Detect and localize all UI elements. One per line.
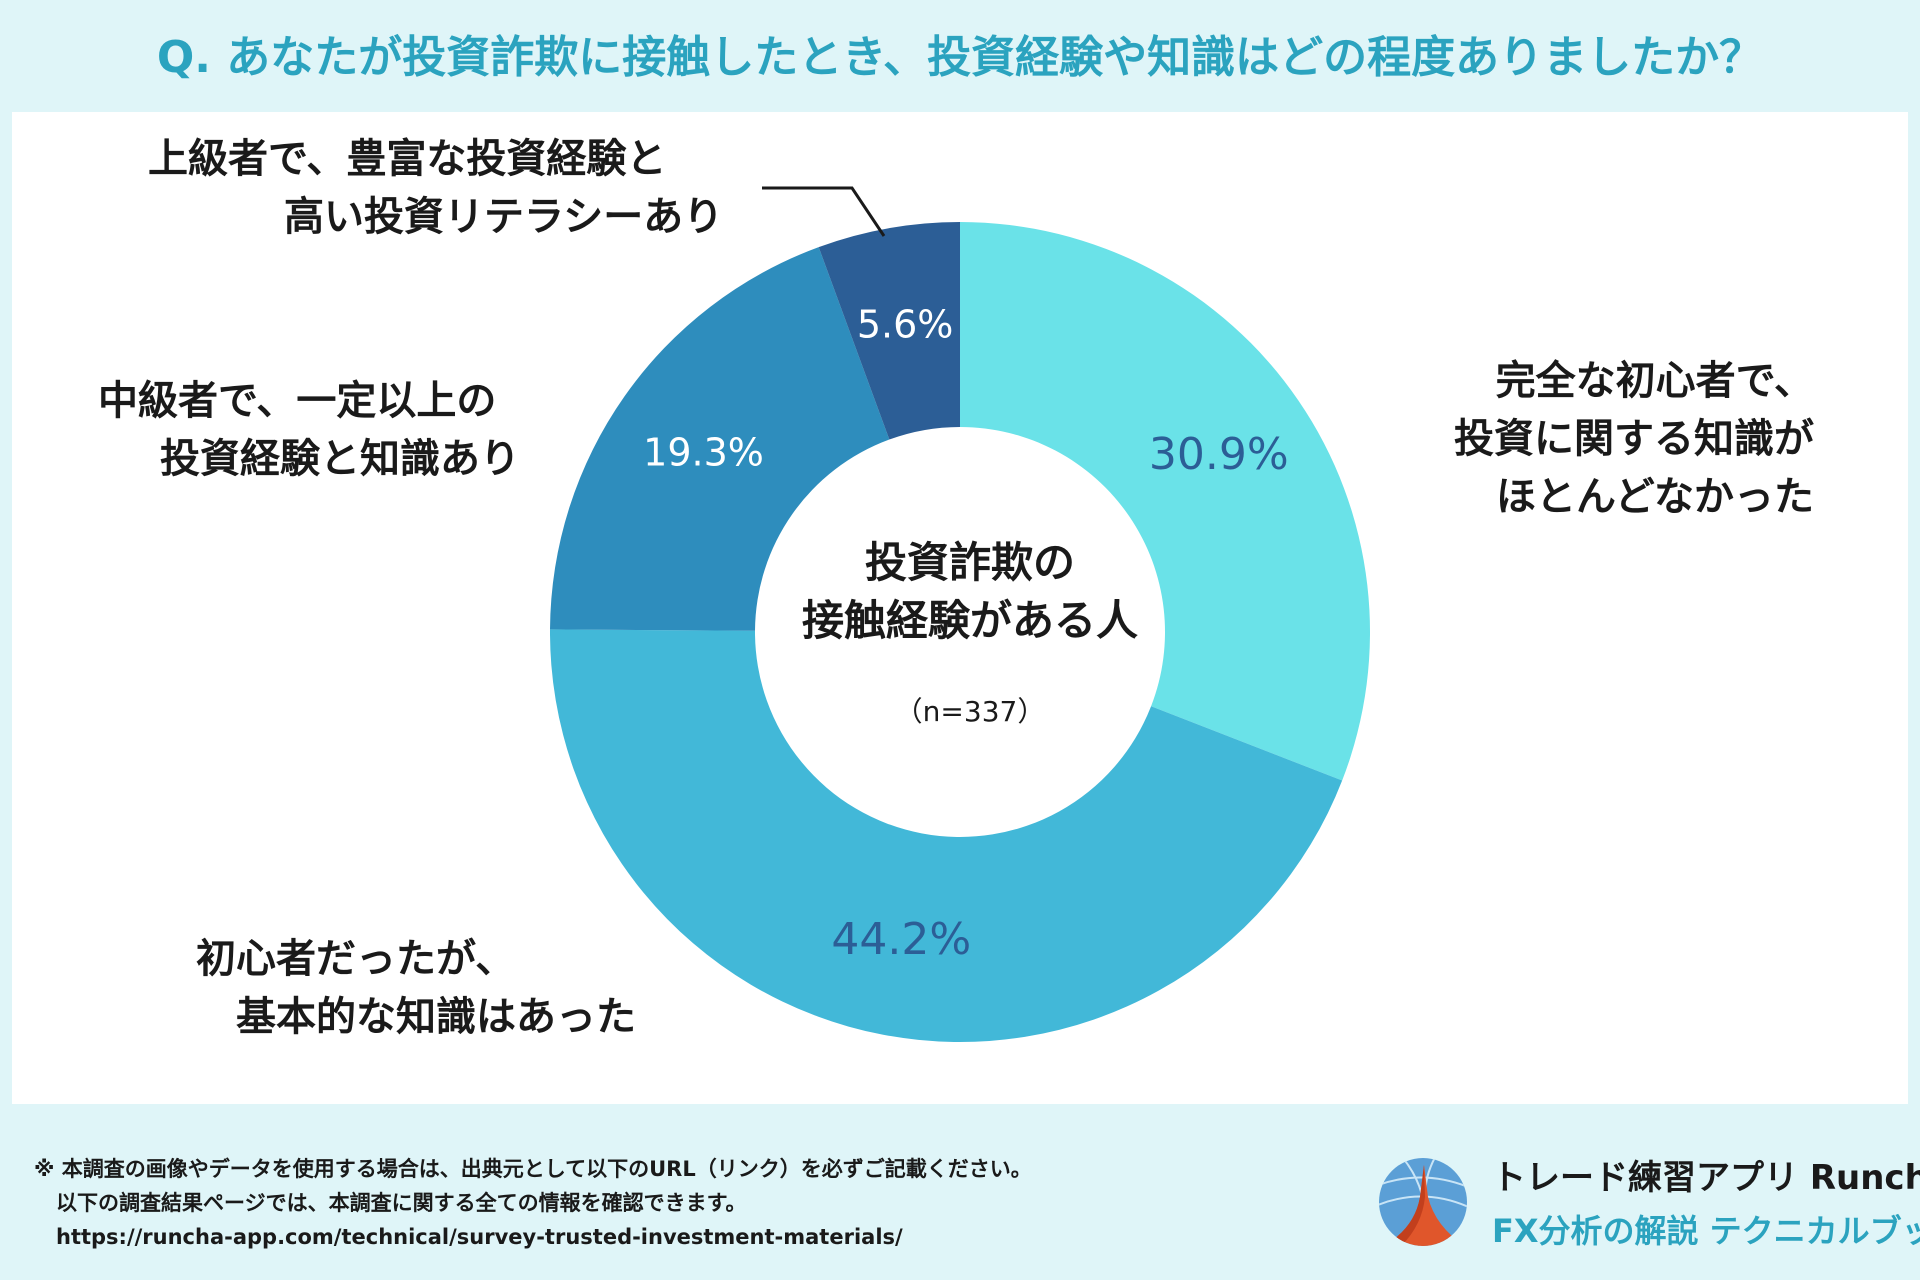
slice-label-intermediate: 中級者で、一定以上の 投資経験と知識あり <box>98 378 520 482</box>
brand-tagline: FX分析の解説 テクニカルブック <box>1492 1212 1920 1250</box>
slice-advanced <box>818 222 960 440</box>
footer-note: ※ 本調査の画像やデータを使用する場合は、出典元として以下のURL（リンク）を必… <box>34 1152 1324 1254</box>
donut-chart: 30.9% 44.2% 19.3% 5.6% <box>550 186 1371 1042</box>
slice-intermediate <box>550 247 890 631</box>
source-url-link[interactable]: https://runcha-app.com/technical/survey-… <box>56 1225 903 1249</box>
footer-note-line1: ※ 本調査の画像やデータを使用する場合は、出典元として以下のURL（リンク）を必… <box>34 1157 1032 1181</box>
slice-beginner-basic-knowledge <box>550 629 1343 1042</box>
slice-label-beginner-basic-knowledge: 初心者だったが、 基本的な知識はあった <box>196 936 636 1040</box>
brand-block: トレード練習アプリ Runcha FX分析の解説 テクニカルブック <box>1492 1150 1920 1256</box>
donut-center-title: 投資詐欺の 接触経験がある人 <box>801 538 1138 645</box>
runcha-logo-icon <box>1379 1158 1467 1246</box>
leader-line <box>762 186 886 237</box>
value-label-beginner-no-knowledge: 30.9% <box>1149 429 1289 480</box>
footer-note-line2: 以下の調査結果ページでは、本調査に関する全ての情報を確認できます。 <box>56 1191 747 1215</box>
value-label-advanced: 5.6% <box>857 302 954 346</box>
brand-app-name: トレード練習アプリ Runcha <box>1492 1158 1920 1198</box>
slice-beginner-no-knowledge <box>960 222 1371 781</box>
value-label-intermediate: 19.3% <box>643 431 764 475</box>
value-label-beginner-basic-knowledge: 44.2% <box>831 914 971 965</box>
chart-card: 30.9% 44.2% 19.3% 5.6% 完全な初心者で、 投資に関する知識が ほ… <box>12 112 1908 1104</box>
slice-label-advanced: 上級者で、豊富な投資経験と 高い投資リテラシーあり <box>148 136 724 240</box>
chart-title: Q. あなたが投資詐欺に接触したとき、投資経験や知識はどの程度ありましたか？ <box>156 32 1764 83</box>
donut-center-sample-size: （n=337） <box>894 695 1046 728</box>
slice-label-beginner-no-knowledge: 完全な初心者で、 投資に関する知識が ほとんどなかった <box>1454 358 1814 520</box>
